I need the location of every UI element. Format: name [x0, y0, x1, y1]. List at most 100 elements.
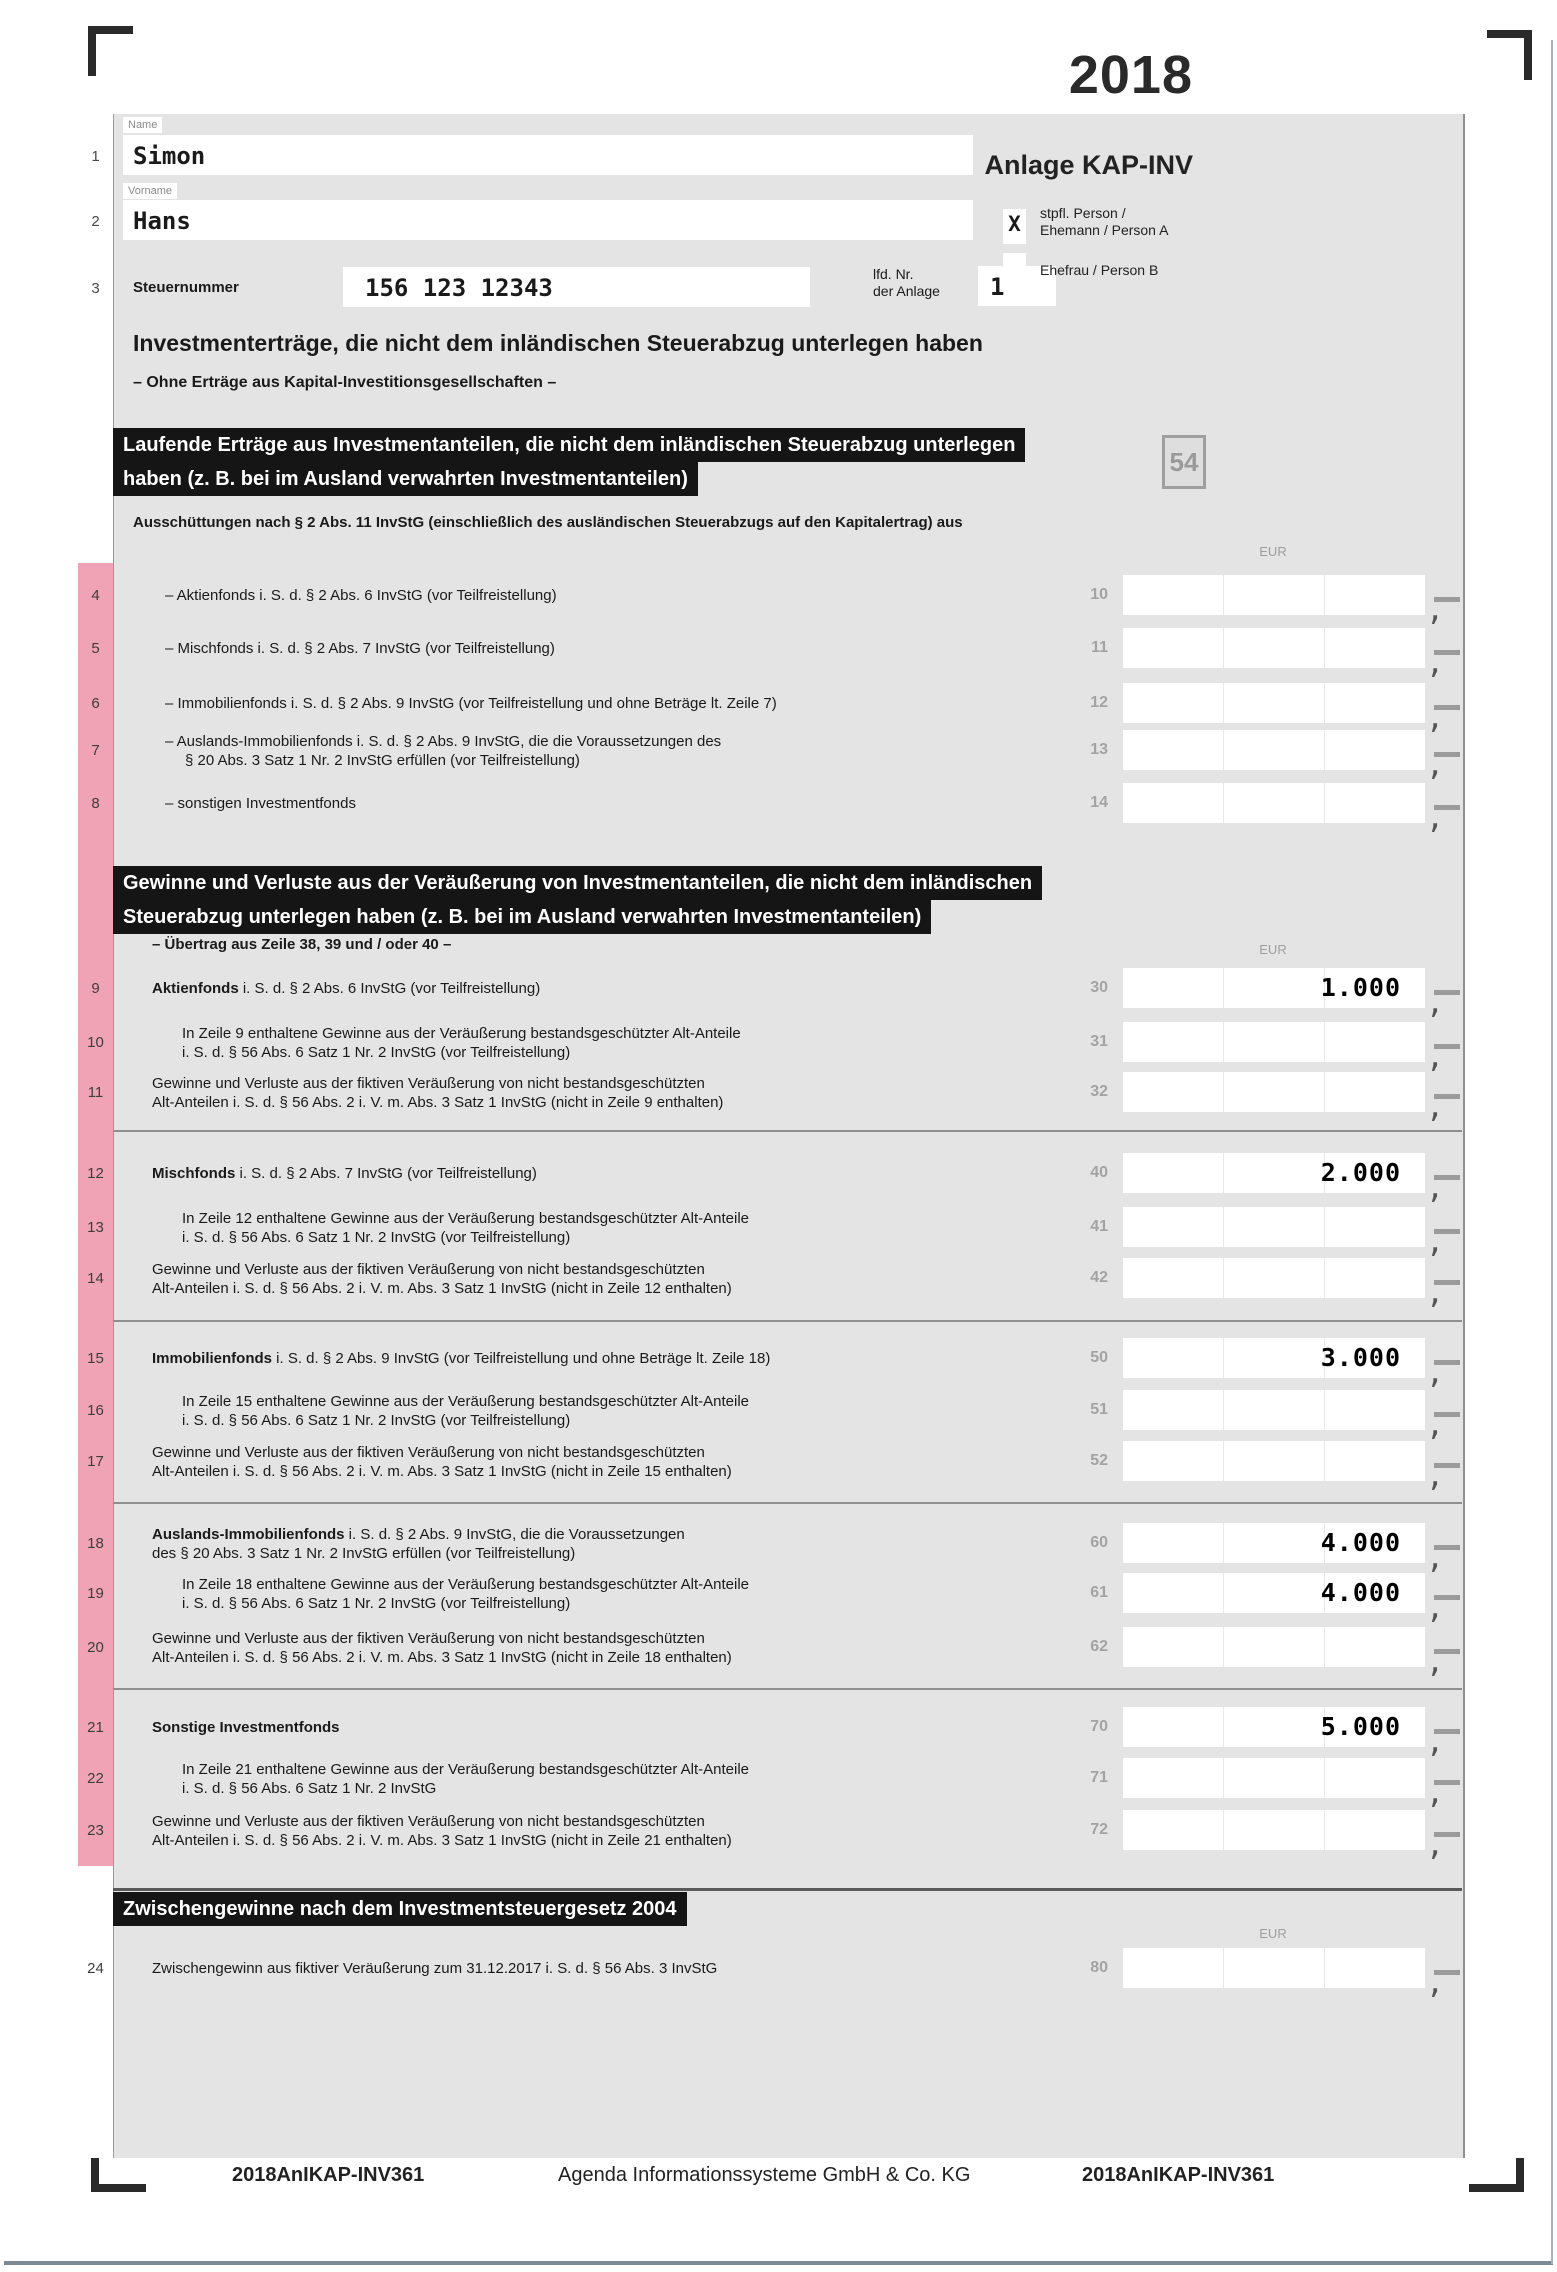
amount-input-41[interactable] [1123, 1207, 1425, 1247]
line-number: 14 [87, 1269, 104, 1287]
amount-input-50[interactable]: 3.000 [1123, 1338, 1425, 1378]
footer-publisher: Agenda Informationssysteme GmbH & Co. KG [558, 2164, 971, 2186]
row-label: Zwischengewinn aus fiktiver Veräußerung … [152, 1960, 718, 1977]
row-label: – Auslands-Immobilienfonds i. S. d. § 2 … [165, 733, 722, 769]
row-label: In Zeile 15 enthaltene Gewinne aus der V… [182, 1393, 750, 1429]
field-number: 71 [1090, 1769, 1108, 1786]
row-label: Immobilienfonds i. S. d. § 2 Abs. 9 InvS… [152, 1350, 771, 1367]
form-title: Anlage KAP-INV [984, 150, 1193, 180]
vorname-input[interactable]: Hans [123, 200, 973, 240]
form-row-8: 8 – sonstigen Investmentfonds 14 , [91, 783, 1462, 836]
person-b-checkbox[interactable] [1003, 253, 1026, 288]
line-number: 17 [87, 1452, 104, 1470]
amount-input-40[interactable]: 2.000 [1123, 1153, 1425, 1193]
row-label: Aktienfonds i. S. d. § 2 Abs. 6 InvStG (… [152, 980, 541, 997]
field-number: 31 [1090, 1033, 1108, 1050]
form-row-10: 10 In Zeile 9 enthaltene Gewinne aus der… [87, 1022, 1462, 1075]
line-number: 4 [91, 586, 100, 604]
page-title: Investmenterträge, die nicht dem inländi… [133, 330, 983, 356]
line-number: 7 [91, 741, 100, 759]
amount-input-70[interactable]: 5.000 [1123, 1707, 1425, 1747]
cents-dash [1434, 1545, 1460, 1550]
cents-dash [1434, 1780, 1460, 1785]
amount-input-71[interactable] [1123, 1758, 1425, 1798]
amount-input-30[interactable]: 1.000 [1123, 968, 1425, 1008]
form-row-14: 14 Gewinne und Verluste aus der fiktiven… [87, 1258, 1462, 1311]
row-label: Gewinne und Verluste aus der fiktiven Ve… [152, 1261, 732, 1297]
amount-input-32[interactable] [1123, 1072, 1425, 1112]
field-number: 13 [1090, 741, 1108, 758]
cents-dash [1434, 1412, 1460, 1417]
person-a-checkbox[interactable]: X [1003, 209, 1026, 244]
amount-input-62[interactable] [1123, 1627, 1425, 1667]
amount-input-31[interactable] [1123, 1022, 1425, 1062]
form-row-22: 22 In Zeile 21 enthaltene Gewinne aus de… [87, 1758, 1462, 1811]
cents-dash [1434, 1229, 1460, 1234]
line-number: 12 [87, 1164, 104, 1182]
crop-mark-top-right [1524, 30, 1532, 80]
crop-mark-top-left [88, 26, 96, 76]
cents-dash [1434, 650, 1460, 655]
form-row-18: 18 Auslands-Immobilienfonds i. S. d. § 2… [87, 1523, 1462, 1576]
amount-input-51[interactable] [1123, 1390, 1425, 1430]
form-row-11: 11 Gewinne und Verluste aus der fiktiven… [88, 1072, 1462, 1125]
line-number: 23 [87, 1821, 104, 1839]
amount-input-60[interactable]: 4.000 [1123, 1523, 1425, 1563]
amount-input-13[interactable] [1123, 730, 1425, 770]
crop-mark-bottom-right [1516, 2158, 1524, 2192]
section2-intro: – Übertrag aus Zeile 38, 39 und / oder 4… [152, 936, 452, 953]
cents-dash [1434, 1729, 1460, 1734]
line-number: 20 [87, 1638, 104, 1656]
amount-input-61[interactable]: 4.000 [1123, 1573, 1425, 1613]
name-value: Simon [133, 142, 206, 170]
form-row-16: 16 In Zeile 15 enthaltene Gewinne aus de… [87, 1390, 1462, 1443]
line-number: 16 [87, 1401, 104, 1419]
field-number: 12 [1090, 694, 1108, 711]
amount-input-14[interactable] [1123, 783, 1425, 823]
row-label: In Zeile 9 enthaltene Gewinne aus der Ve… [182, 1025, 741, 1061]
form-row-15: 15 Immobilienfonds i. S. d. § 2 Abs. 9 I… [87, 1338, 1462, 1391]
row-label: – Aktienfonds i. S. d. § 2 Abs. 6 InvStG… [165, 587, 557, 604]
name-input[interactable]: Simon [123, 135, 973, 175]
row-label: Mischfonds i. S. d. § 2 Abs. 7 InvStG (v… [152, 1165, 537, 1182]
line-number: 24 [87, 1959, 104, 1977]
row-label: Gewinne und Verluste aus der fiktiven Ve… [152, 1630, 732, 1666]
section3-header: Zwischengewinne nach dem Investmentsteue… [113, 1892, 687, 1926]
amount-input-52[interactable] [1123, 1441, 1425, 1481]
field-number: 72 [1090, 1821, 1108, 1838]
amount-input-10[interactable] [1123, 575, 1425, 615]
amount-input-80[interactable] [1123, 1948, 1425, 1988]
section1-header: Laufende Erträge aus Investmentanteilen,… [113, 428, 1026, 462]
steuernummer-input[interactable]: 156 123 12343 [343, 267, 810, 307]
block-divider [113, 1502, 1462, 1504]
row-label: Auslands-Immobilienfonds i. S. d. § 2 Ab… [152, 1526, 685, 1562]
row-label: In Zeile 18 enthaltene Gewinne aus der V… [182, 1576, 750, 1612]
row-label: Gewinne und Verluste aus der fiktiven Ve… [152, 1075, 724, 1111]
cents-dash [1434, 1094, 1460, 1099]
field-number: 42 [1090, 1269, 1108, 1286]
amount-input-42[interactable] [1123, 1258, 1425, 1298]
field-number: 51 [1090, 1401, 1108, 1418]
crop-mark-top-left [88, 26, 133, 34]
form-row-12: 12 Mischfonds i. S. d. § 2 Abs. 7 InvStG… [87, 1153, 1462, 1206]
form-row-7: 7 – Auslands-Immobilienfonds i. S. d. § … [91, 730, 1462, 783]
cents-dash [1434, 1360, 1460, 1365]
field-number: 80 [1090, 1959, 1108, 1976]
line-number: 15 [87, 1349, 104, 1367]
block-divider [113, 1130, 1462, 1132]
form-row-19: 19 In Zeile 18 enthaltene Gewinne aus de… [87, 1573, 1462, 1626]
footer-form-code-right: 2018AnIKAP-INV361 [1082, 2164, 1275, 2186]
lfd-nr-value: 1 [990, 273, 1005, 301]
line-number: 11 [87, 1083, 104, 1101]
row-label: Gewinne und Verluste aus der fiktiven Ve… [152, 1444, 732, 1480]
section2-header: Steuerabzug unterlegen haben (z. B. bei … [113, 900, 932, 934]
line-number: 10 [87, 1033, 104, 1051]
section-divider [113, 1888, 1462, 1891]
line-number-band [78, 563, 113, 1866]
form-row-9: 9 Aktienfonds i. S. d. § 2 Abs. 6 InvStG… [91, 968, 1462, 1021]
crop-mark-top-right [1487, 30, 1532, 38]
eur-label: EUR [1259, 1926, 1287, 1941]
amount-input-12[interactable] [1123, 683, 1425, 723]
amount-input-72[interactable] [1123, 1810, 1425, 1850]
amount-input-11[interactable] [1123, 628, 1425, 668]
